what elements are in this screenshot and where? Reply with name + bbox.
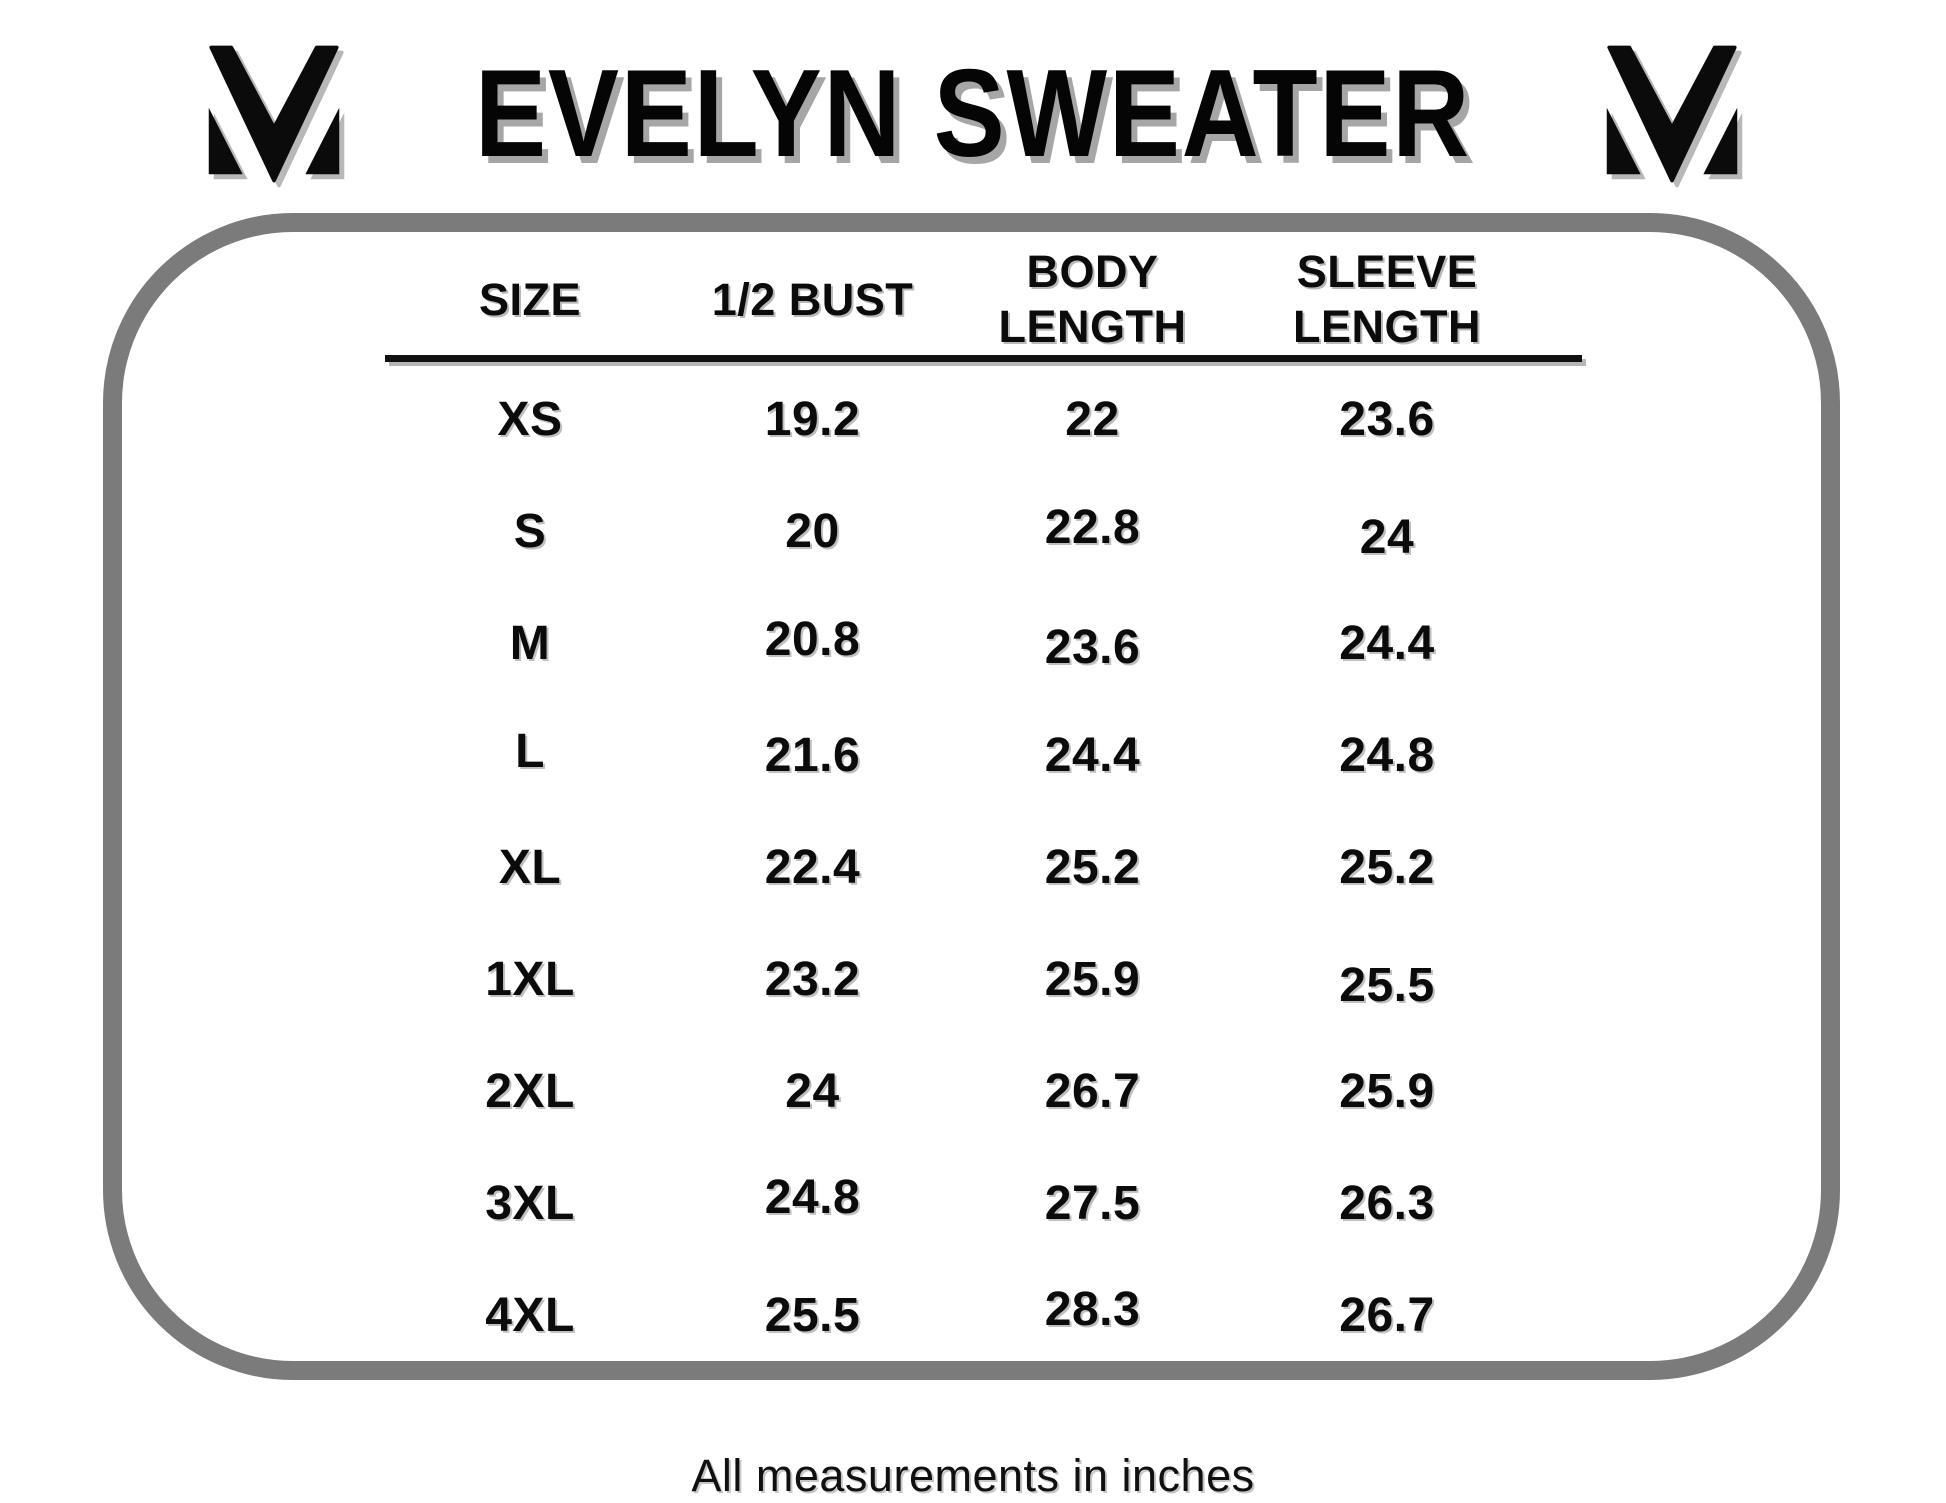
size-cell: L [515,724,545,778]
half-bust-cell: 24 [785,1064,840,1118]
size-chart-table: SIZE 1/2 BUST BODY LENGTH SLEEVE LENGTH … [385,245,1582,1371]
table-row-l: L 21.6 24.4 24.8 [385,699,1582,811]
header-divider [385,355,1582,362]
body-length-cell: 25.9 [1044,952,1141,1006]
size-cell: 4XL [485,1288,575,1342]
size-chart-header-row: SIZE 1/2 BUST BODY LENGTH SLEEVE LENGTH [385,245,1582,355]
sleeve-length-cell: 24 [1359,510,1415,564]
sleeve-length-cell: 26.7 [1339,1288,1435,1342]
body-length-cell: 22 [1065,392,1120,446]
table-row-xl: XL 22.4 25.2 25.2 [385,811,1582,923]
sleeve-length-cell: 25.9 [1339,1064,1435,1118]
table-row-m: M 20.8 23.6 24.4 [385,587,1582,699]
column-header-half-bust: 1/2 BUST [711,273,914,325]
body-length-cell: 27.5 [1044,1176,1141,1230]
sleeve-length-cell: 24.4 [1339,616,1435,670]
size-cell: 3XL [485,1176,575,1230]
sleeve-length-cell: 25.5 [1339,958,1435,1012]
table-row-4xl: 4XL 25.5 28.3 26.7 [385,1259,1582,1371]
size-chart-frame [103,213,1840,1380]
half-bust-cell: 20 [785,504,840,558]
body-length-cell: 28.3 [1044,1282,1141,1336]
table-row-1xl: 1XL 23.2 25.9 25.5 [385,923,1582,1035]
page-title: EVELYN SWEATER [475,45,1471,183]
table-row-3xl: 3XL 24.8 27.5 26.3 [385,1147,1582,1259]
header: EVELYN SWEATER [0,0,1946,210]
size-cell: 1XL [485,952,575,1006]
column-header-body-length: BODY LENGTH [998,246,1187,352]
sleeve-length-cell: 24.8 [1339,728,1435,782]
size-cell: 2XL [485,1064,575,1118]
half-bust-cell: 25.5 [764,1288,861,1342]
sleeve-length-cell: 26.3 [1339,1176,1435,1230]
sleeve-length-cell: 25.2 [1339,840,1435,894]
body-length-cell: 26.7 [1044,1064,1141,1118]
table-row-s: S 20 22.8 24 [385,475,1582,587]
half-bust-cell: 19.2 [764,392,861,446]
sleeve-length-cell: 23.6 [1339,392,1435,446]
size-cell: XS [497,392,563,446]
column-header-size: SIZE [478,273,582,325]
body-length-cell: 22.8 [1044,500,1141,554]
body-length-cell: 24.4 [1044,728,1141,782]
half-bust-cell: 21.6 [764,728,861,782]
size-cell: XL [498,840,562,894]
half-bust-cell: 20.8 [764,612,861,666]
column-header-sleeve-length: SLEEVE LENGTH [1293,246,1481,352]
body-length-cell: 25.2 [1044,840,1141,894]
body-length-cell: 23.6 [1044,620,1141,674]
half-bust-cell: 23.2 [764,952,861,1006]
m-monogram-icon [1596,45,1748,183]
measurements-note: All measurements in inches [691,1450,1255,1501]
size-chart-body: XS 19.2 22 23.6 S 20 22.8 24 M 20.8 23.6… [385,363,1582,1371]
half-bust-cell: 24.8 [764,1170,861,1224]
table-row-2xl: 2XL 24 26.7 25.9 [385,1035,1582,1147]
m-monogram-icon [198,45,350,183]
size-cell: M [509,616,551,670]
size-cell: S [513,504,547,558]
table-row-xs: XS 19.2 22 23.6 [385,363,1582,475]
half-bust-cell: 22.4 [764,840,861,894]
